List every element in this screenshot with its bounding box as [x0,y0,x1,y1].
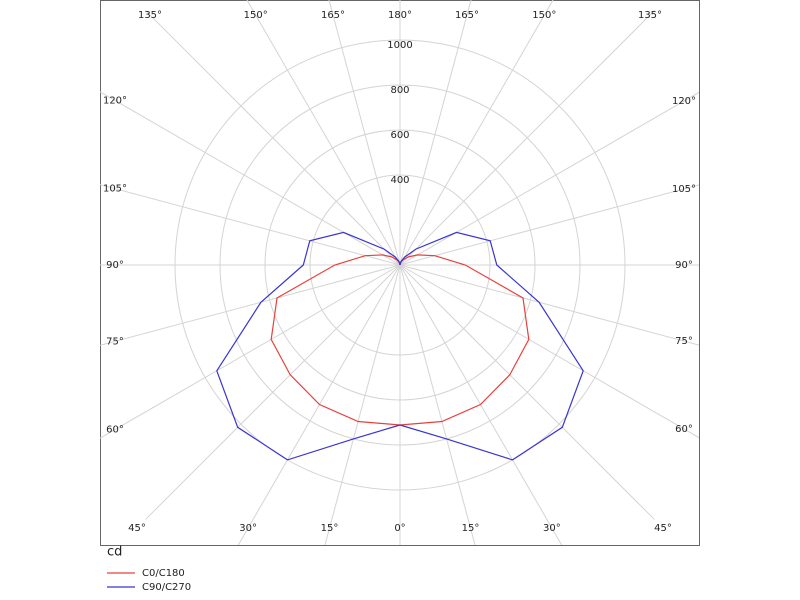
angle-label: 120° [672,96,696,107]
angle-label: 165° [321,10,345,21]
angle-label: 90° [106,260,124,271]
angle-label: 135° [138,10,162,21]
radial-grid-circle [264,129,536,401]
angle-label: 60° [106,425,124,436]
intensity-curve [216,231,401,461]
angle-label: 165° [455,10,479,21]
angle-label: 105° [103,184,127,195]
radial-grid-line [399,264,476,545]
angle-label: 90° [675,260,693,271]
legend-label: C90/C270 [142,582,191,593]
radial-grid-line [328,0,401,266]
angle-label: 75° [675,336,693,347]
angle-label: 15° [462,523,480,534]
radial-grid-line [324,264,401,545]
angle-label: 150° [532,10,556,21]
angle-label: 30° [239,523,257,534]
angle-label: 120° [103,95,127,106]
angle-label: 30° [543,523,561,534]
r-tick-label: 800 [390,85,409,96]
angle-label: 150° [244,10,268,21]
radial-grid-circle [219,84,581,446]
intensity-curve [399,231,584,461]
radial-grid-circle [309,174,491,356]
angle-label: 60° [675,424,693,435]
grid [100,0,699,545]
r-tick-label: 1000 [387,40,412,51]
angle-label: 45° [654,523,672,534]
labels: 0° 15° 15° 30° 30° 45° 45° 60° 60° 75° 75° 90° 90° 10… [103,10,696,534]
angle-label: 45° [128,523,146,534]
angle-label: 105° [672,184,696,195]
angle-label: 0° [394,523,405,534]
intensity-curve [270,254,401,426]
unit-label: cd [107,545,122,560]
radial-grid-line [399,0,472,266]
angle-label: 180° [388,10,412,21]
intensity-curve [399,254,530,426]
r-tick-label: 600 [390,130,409,141]
radial-grid-circle [174,39,626,491]
angle-label: 135° [638,10,662,21]
curves [216,231,584,461]
angle-label: 75° [106,336,124,347]
r-tick-label: 400 [390,175,409,186]
angle-label: 15° [321,523,339,534]
legend-label: C0/C180 [142,568,185,579]
